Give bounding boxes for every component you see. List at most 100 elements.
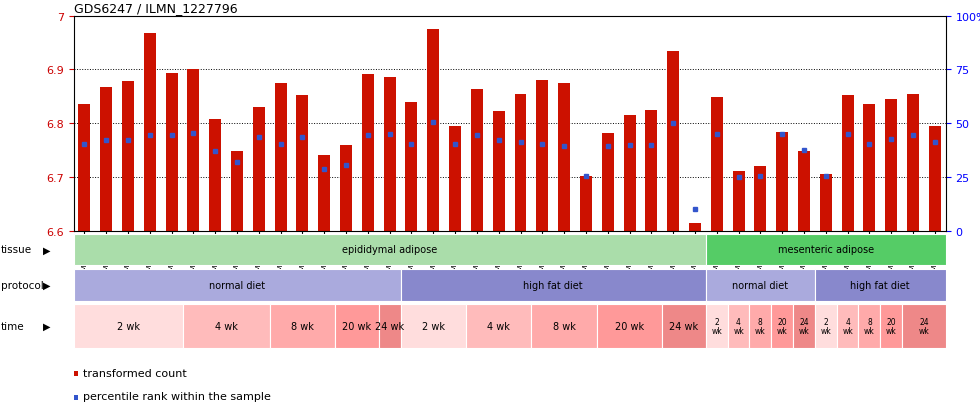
Bar: [449, 127, 461, 231]
Bar: [750, 304, 771, 348]
Bar: [362, 75, 373, 231]
Bar: [798, 152, 809, 231]
Bar: [297, 96, 309, 231]
Bar: [406, 102, 417, 231]
Text: ▶: ▶: [43, 245, 51, 255]
Bar: [815, 269, 946, 301]
Text: 20 wk: 20 wk: [342, 321, 371, 331]
Bar: [706, 304, 727, 348]
Text: 20 wk: 20 wk: [615, 321, 644, 331]
Bar: [74, 269, 401, 301]
Text: ▶: ▶: [43, 321, 51, 331]
Bar: [885, 100, 897, 231]
Text: 24
wk: 24 wk: [918, 317, 929, 336]
Text: normal diet: normal diet: [209, 280, 266, 290]
Bar: [863, 105, 875, 231]
Bar: [340, 145, 352, 231]
Text: 20
wk: 20 wk: [777, 317, 788, 336]
Bar: [401, 269, 706, 301]
Text: protocol: protocol: [1, 280, 44, 290]
Bar: [471, 90, 483, 231]
Text: tissue: tissue: [1, 245, 32, 255]
Bar: [74, 234, 706, 266]
Text: 8 wk: 8 wk: [553, 321, 575, 331]
Text: high fat diet: high fat diet: [523, 280, 583, 290]
Bar: [580, 176, 592, 231]
Bar: [427, 30, 439, 231]
Bar: [602, 133, 613, 231]
Bar: [842, 96, 854, 231]
Text: 2
wk: 2 wk: [820, 317, 831, 336]
Bar: [335, 304, 379, 348]
Bar: [78, 105, 90, 231]
Text: GDS6247 / ILMN_1227796: GDS6247 / ILMN_1227796: [74, 2, 237, 15]
Bar: [401, 304, 466, 348]
Bar: [815, 304, 837, 348]
Bar: [646, 111, 658, 231]
Text: 8 wk: 8 wk: [291, 321, 314, 331]
Bar: [755, 167, 766, 231]
Text: 2 wk: 2 wk: [421, 321, 445, 331]
Bar: [880, 304, 902, 348]
Bar: [771, 304, 793, 348]
Bar: [689, 223, 701, 231]
Bar: [837, 304, 858, 348]
Bar: [514, 95, 526, 231]
Text: 4 wk: 4 wk: [487, 321, 511, 331]
Text: time: time: [1, 321, 24, 331]
Bar: [100, 88, 112, 231]
Bar: [493, 112, 505, 231]
Text: 24 wk: 24 wk: [669, 321, 699, 331]
Bar: [144, 34, 156, 231]
Bar: [667, 52, 679, 231]
Text: ▶: ▶: [43, 280, 51, 290]
Bar: [253, 108, 265, 231]
Text: 20
wk: 20 wk: [886, 317, 897, 336]
Bar: [623, 116, 635, 231]
Bar: [706, 234, 946, 266]
Bar: [274, 84, 286, 231]
Bar: [231, 152, 243, 231]
Bar: [820, 175, 832, 231]
Text: 2
wk: 2 wk: [711, 317, 722, 336]
Bar: [597, 304, 662, 348]
Bar: [536, 81, 548, 231]
Bar: [710, 98, 722, 231]
Text: 24
wk: 24 wk: [799, 317, 809, 336]
Text: 4
wk: 4 wk: [733, 317, 744, 336]
Text: high fat diet: high fat diet: [851, 280, 910, 290]
Bar: [793, 304, 815, 348]
Bar: [182, 304, 270, 348]
Text: transformed count: transformed count: [83, 368, 187, 378]
Text: 2 wk: 2 wk: [117, 321, 139, 331]
Text: mesenteric adipose: mesenteric adipose: [778, 245, 874, 255]
Text: percentile rank within the sample: percentile rank within the sample: [83, 391, 271, 401]
Bar: [379, 304, 401, 348]
Bar: [384, 78, 396, 231]
Bar: [270, 304, 335, 348]
Text: normal diet: normal diet: [732, 280, 789, 290]
Bar: [902, 304, 946, 348]
Bar: [858, 304, 880, 348]
Text: epididymal adipose: epididymal adipose: [342, 245, 437, 255]
Bar: [662, 304, 706, 348]
Bar: [706, 269, 815, 301]
Bar: [907, 95, 919, 231]
Bar: [929, 127, 941, 231]
Bar: [733, 172, 745, 231]
Text: 4 wk: 4 wk: [215, 321, 237, 331]
Bar: [166, 74, 177, 231]
Text: 24 wk: 24 wk: [375, 321, 404, 331]
Bar: [187, 70, 199, 231]
Text: 8
wk: 8 wk: [755, 317, 765, 336]
Text: 4
wk: 4 wk: [842, 317, 853, 336]
Bar: [318, 156, 330, 231]
Bar: [74, 304, 182, 348]
Bar: [210, 120, 221, 231]
Bar: [122, 82, 134, 231]
Text: 8
wk: 8 wk: [864, 317, 875, 336]
Bar: [776, 133, 788, 231]
Bar: [727, 304, 750, 348]
Bar: [559, 84, 570, 231]
Bar: [531, 304, 597, 348]
